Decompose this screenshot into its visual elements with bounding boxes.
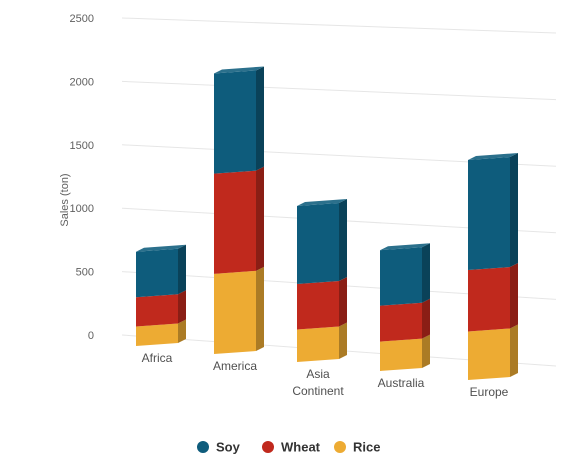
bar-front[interactable] [136, 294, 178, 327]
bar-top [214, 66, 264, 74]
category-label: America [213, 359, 257, 373]
bar-front[interactable] [297, 203, 339, 284]
legend-label: Wheat [281, 440, 321, 455]
bar-front[interactable] [380, 338, 422, 371]
bar-side [256, 266, 264, 351]
y-axis-ticks: 0 500 1000 1500 2000 2500 [70, 13, 94, 342]
bar-stack[interactable] [297, 199, 347, 362]
bar-top [380, 243, 430, 251]
bar-front[interactable] [297, 281, 339, 330]
bar-segment[interactable] [214, 166, 264, 274]
bar-segment[interactable] [214, 66, 264, 174]
bar-segment[interactable] [468, 153, 518, 271]
y-tick-label: 2000 [70, 76, 94, 88]
y-tick-label: 1500 [70, 140, 94, 152]
bar-side [339, 199, 347, 281]
bar-front[interactable] [468, 328, 510, 380]
bar-stack[interactable] [380, 243, 430, 371]
bar-segment[interactable] [468, 263, 518, 332]
bar-segment[interactable] [297, 322, 347, 363]
bar-side [339, 277, 347, 327]
legend-marker [197, 441, 209, 453]
bar-segment[interactable] [380, 243, 430, 306]
bar-side [178, 290, 186, 324]
category-label: Asia Continent [292, 367, 344, 398]
bar-front[interactable] [468, 157, 510, 271]
category-label: Europe [470, 385, 509, 399]
bar-segment[interactable] [380, 298, 430, 342]
bar-front[interactable] [214, 70, 256, 174]
category-label: Australia [378, 376, 425, 390]
legend[interactable]: Soy Wheat Rice [197, 440, 380, 455]
bars [136, 66, 518, 380]
bar-side [422, 298, 430, 339]
bar-segment[interactable] [136, 244, 186, 298]
bar-side [178, 319, 186, 343]
bar-segment[interactable] [297, 199, 347, 284]
category-labels: Africa America Asia Continent Australia Europ… [142, 351, 509, 399]
bar-segment[interactable] [468, 324, 518, 380]
bar-front[interactable] [214, 170, 256, 274]
bar-side [510, 263, 518, 329]
bar-side [422, 243, 430, 303]
bar-front[interactable] [468, 267, 510, 332]
legend-item[interactable]: Rice [334, 440, 380, 455]
bar-stack[interactable] [468, 153, 518, 380]
legend-item[interactable]: Wheat [262, 440, 321, 455]
legend-label: Soy [216, 440, 241, 455]
bar-front[interactable] [380, 302, 422, 342]
bar-side [178, 244, 186, 295]
grid-line [121, 80, 557, 101]
bar-side [256, 166, 264, 271]
bar-segment[interactable] [380, 334, 430, 371]
bar-side [256, 66, 264, 171]
bar-side [510, 324, 518, 377]
bar-front[interactable] [297, 326, 339, 363]
bar-segment[interactable] [214, 266, 264, 354]
bar-segment[interactable] [136, 319, 186, 347]
legend-label: Rice [353, 440, 380, 455]
y-tick-label: 2500 [70, 13, 94, 25]
legend-marker [262, 441, 274, 453]
bar-front[interactable] [380, 247, 422, 306]
bar-side [339, 322, 347, 359]
bar-front[interactable] [214, 270, 256, 354]
legend-marker [334, 441, 346, 453]
y-tick-label: 1000 [70, 203, 94, 215]
y-tick-label: 500 [76, 267, 94, 279]
bar-side [422, 334, 430, 368]
bar-stack[interactable] [214, 66, 264, 354]
y-axis-label: Sales (ton) [59, 173, 71, 226]
bar-stack[interactable] [136, 244, 186, 347]
grid-line [121, 17, 557, 34]
category-label: Africa [142, 351, 173, 365]
bar-top [468, 153, 518, 161]
y-tick-label: 0 [88, 330, 94, 342]
bar-segment[interactable] [297, 277, 347, 330]
bar-top [297, 199, 347, 206]
legend-item[interactable]: Soy [197, 440, 241, 455]
bar-front[interactable] [136, 323, 178, 347]
bar-segment[interactable] [136, 290, 186, 327]
bar-front[interactable] [136, 248, 178, 298]
bar-top [136, 244, 186, 252]
bar-side [510, 153, 518, 268]
